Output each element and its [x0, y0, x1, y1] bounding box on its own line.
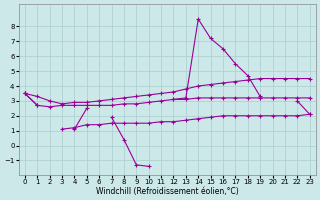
X-axis label: Windchill (Refroidissement éolien,°C): Windchill (Refroidissement éolien,°C) [96, 187, 239, 196]
